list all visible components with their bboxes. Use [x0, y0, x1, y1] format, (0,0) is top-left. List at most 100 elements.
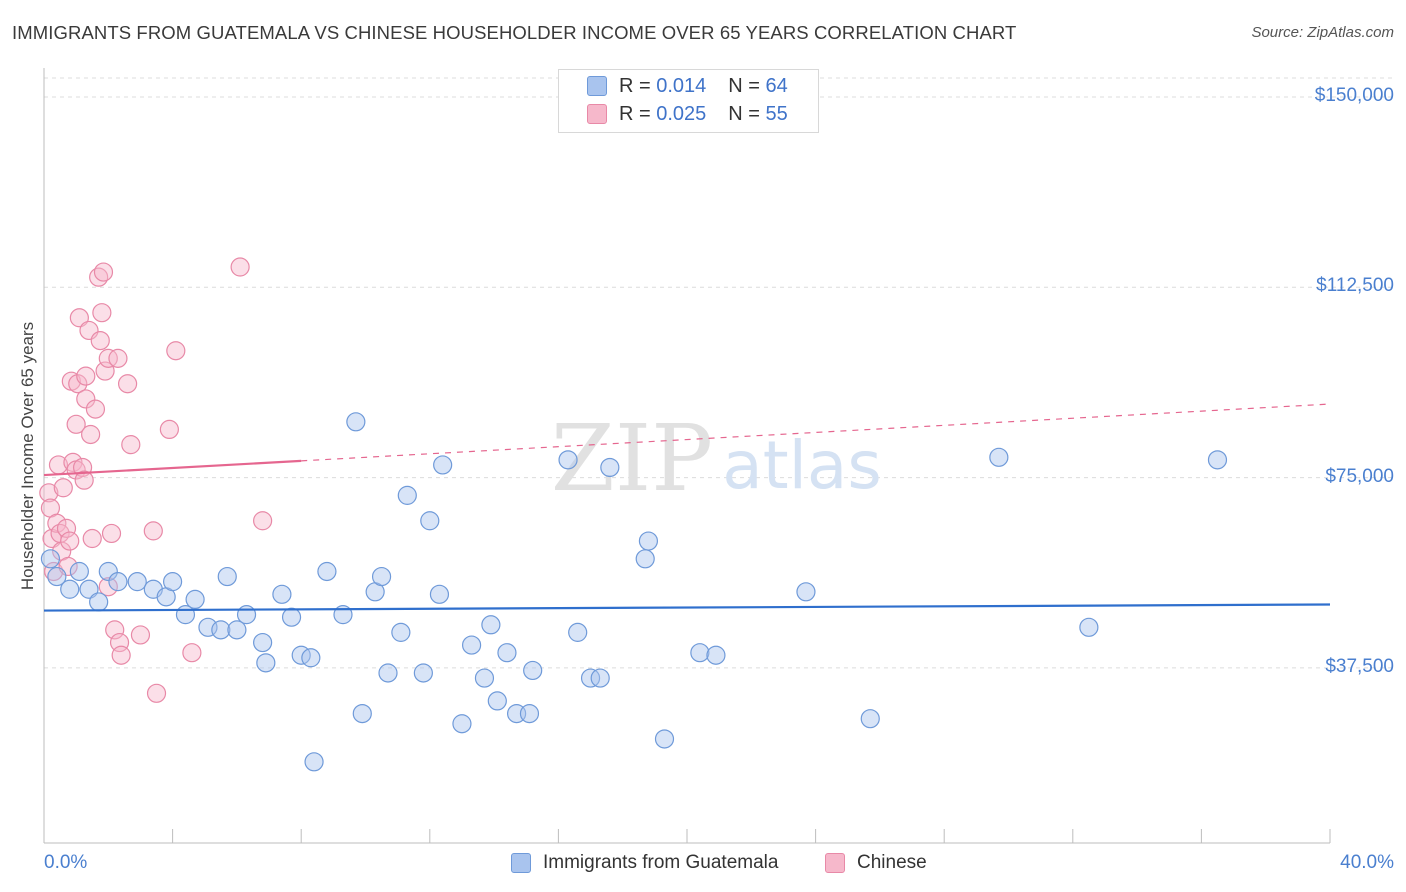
watermark-zip: ZIP — [551, 405, 713, 512]
legend-n-label: N = — [728, 102, 760, 125]
guatemala-point — [558, 450, 578, 470]
guatemala-point — [860, 709, 880, 729]
bottom-legend-label: Immigrants from Guatemala — [543, 852, 779, 873]
axes — [43, 68, 1331, 844]
chinese-point — [166, 341, 186, 361]
chinese-point — [108, 348, 128, 368]
legend-n-label: N = — [728, 74, 760, 97]
chinese-point — [182, 643, 202, 663]
chinese-point — [74, 470, 94, 490]
legend-r-label: R = — [619, 102, 651, 125]
guatemala-points — [40, 412, 1228, 772]
guatemala-point — [638, 531, 659, 551]
guatemala-trend-line — [43, 603, 1331, 612]
guatemala-point — [253, 632, 273, 653]
guatemala-point — [227, 620, 247, 640]
guatemala-point — [79, 579, 99, 599]
guatemala-point — [236, 605, 257, 625]
guatemala-point — [420, 511, 440, 531]
y-tick-label: $150,000 — [1314, 85, 1394, 106]
guatemala-point — [371, 566, 392, 587]
guatemala-point — [590, 668, 610, 688]
guatemala-point — [481, 615, 501, 635]
chinese-point — [39, 483, 59, 503]
chinese-trend-line-dashed — [301, 403, 1331, 462]
chinese-point — [85, 399, 106, 419]
guatemala-point — [989, 447, 1009, 467]
guatemala-point — [163, 572, 183, 592]
legend-n-value: 64 — [765, 74, 788, 97]
chinese-point — [90, 330, 110, 351]
guatemala-point — [690, 643, 710, 663]
guatemala-point — [568, 622, 588, 642]
guatemala-point — [397, 485, 417, 505]
chinese-point — [81, 424, 101, 445]
chinese-point — [66, 414, 86, 434]
chinese-point — [111, 645, 131, 665]
guatemala-point — [600, 457, 620, 478]
legend-r-value: 0.025 — [656, 102, 707, 125]
chinese-point — [98, 577, 118, 597]
guatemala-point — [60, 579, 80, 599]
guatemala-point — [391, 622, 411, 642]
guatemala-point — [304, 752, 324, 772]
guatemala-point — [461, 635, 482, 655]
chinese-point — [56, 518, 77, 538]
bottom-legend-swatch-blue — [511, 853, 531, 873]
guatemala-point — [433, 455, 453, 475]
guatemala-point — [301, 648, 321, 668]
chinese-point — [98, 348, 118, 368]
chinese-point — [82, 528, 102, 549]
guatemala-point — [108, 572, 128, 592]
guatemala-point — [352, 703, 372, 724]
guatemala-point — [523, 660, 543, 681]
x-tick-max: 40.0% — [1340, 852, 1394, 873]
guatemala-point — [452, 714, 472, 734]
chinese-trend-line-solid — [43, 459, 302, 477]
chinese-point — [68, 374, 88, 394]
guatemala-point — [98, 561, 118, 582]
chinese-point — [69, 308, 89, 328]
guatemala-point — [217, 566, 237, 587]
chinese-point — [93, 262, 114, 282]
chinese-point — [92, 303, 112, 323]
chinese-point — [146, 683, 167, 703]
legend-r-value: 0.014 — [656, 74, 707, 97]
chinese-points — [39, 257, 273, 703]
bottom-legend-swatch-pink — [825, 853, 845, 873]
guatemala-point — [89, 592, 109, 612]
legend-n-value: 55 — [765, 102, 788, 125]
guatemala-point — [127, 572, 147, 592]
guatemala-point — [429, 584, 450, 604]
trend-lines — [43, 403, 1331, 612]
chinese-point — [76, 366, 96, 386]
y-tick-label: $112,500 — [1316, 275, 1394, 297]
guatemala-point — [413, 663, 433, 683]
guatemala-point — [474, 668, 495, 688]
y-tick-label: $75,000 — [1325, 465, 1394, 487]
chinese-point — [60, 531, 80, 551]
chinese-point — [230, 257, 250, 277]
legend-swatch-blue — [587, 76, 607, 96]
guatemala-point — [346, 412, 366, 432]
legend-swatch-pink — [587, 104, 607, 124]
guatemala-point — [317, 561, 337, 582]
legend-row-chinese: R = 0.025 N = 55 — [587, 101, 788, 127]
chinese-point — [130, 625, 151, 645]
guatemala-point — [69, 561, 89, 582]
chinese-point — [76, 389, 96, 409]
guatemala-point — [654, 729, 675, 749]
guatemala-point — [519, 703, 540, 724]
bottom-legend-guatemala: Immigrants from Guatemala — [511, 852, 778, 874]
legend-row-guatemala: R = 0.014 N = 64 — [587, 73, 788, 99]
guatemala-point — [256, 653, 276, 673]
chinese-point — [117, 374, 138, 394]
guatemala-point — [1079, 617, 1099, 637]
guatemala-point — [580, 668, 601, 688]
legend-r-label: R = — [619, 74, 651, 97]
chinese-point — [95, 361, 115, 381]
gridlines — [44, 77, 1395, 669]
chinese-point — [143, 521, 163, 541]
chinese-point — [253, 511, 273, 531]
